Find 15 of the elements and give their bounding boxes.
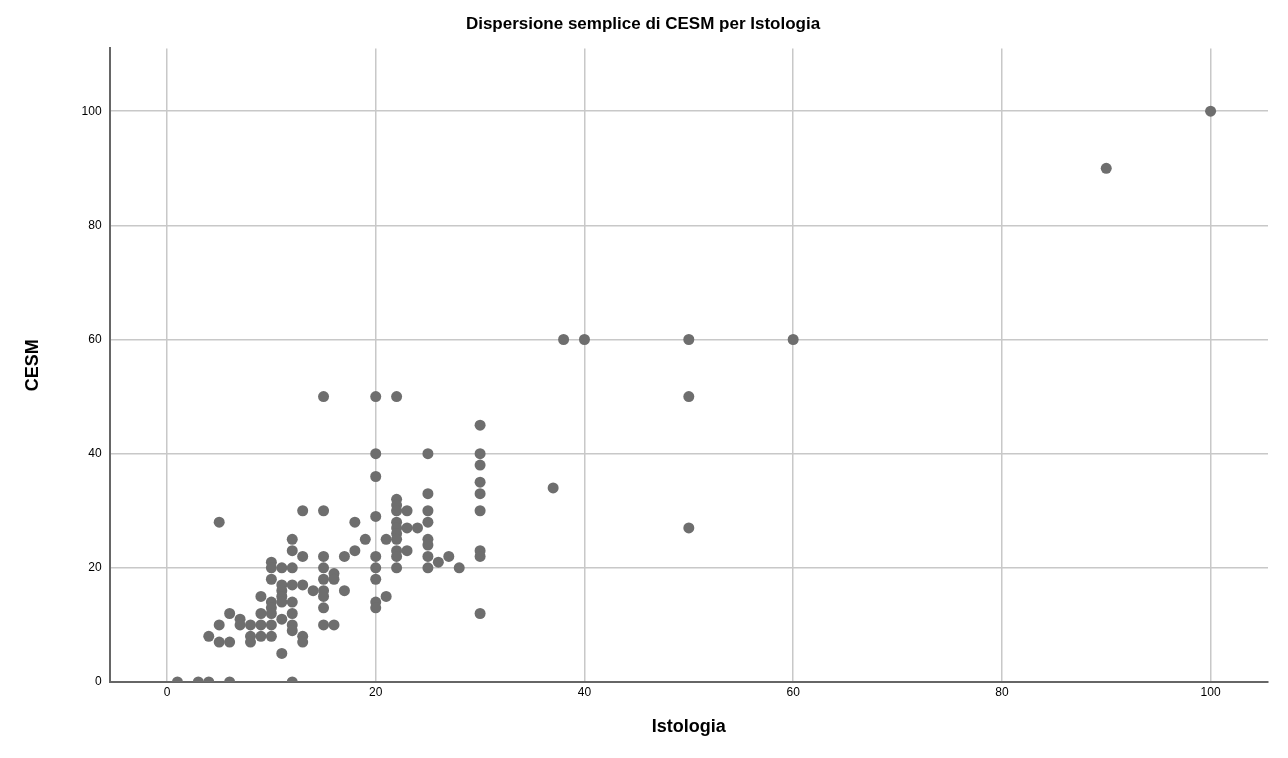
y-tick-label: 80 <box>88 217 102 232</box>
x-tick-label: 60 <box>786 684 801 699</box>
x-tick-label: 80 <box>995 684 1009 699</box>
x-axis-title: Istologia <box>651 716 727 737</box>
chart-title: Dispersione semplice di CESM per Istologia <box>465 13 821 33</box>
y-tick-label: 60 <box>88 331 102 346</box>
x-tick-label: 0 <box>163 684 171 699</box>
y-tick-label: 40 <box>88 445 102 460</box>
y-tick-label: 100 <box>81 103 102 118</box>
y-axis-title: CESM <box>21 339 42 392</box>
y-tick-label: 20 <box>88 560 102 575</box>
x-tick-label: 100 <box>1200 684 1221 699</box>
x-tick-label: 40 <box>577 684 592 699</box>
x-tick-label: 20 <box>369 684 383 699</box>
y-tick-label: 0 <box>94 674 102 689</box>
